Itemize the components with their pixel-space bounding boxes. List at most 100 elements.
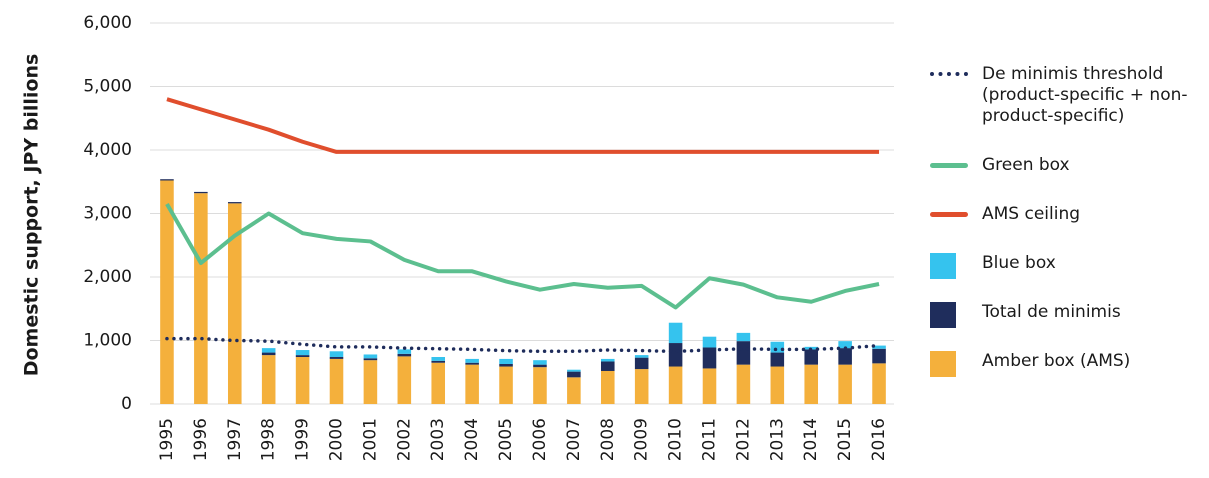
bar-segment [668, 322, 683, 344]
legend-label: Blue box [982, 253, 1056, 273]
bar-segment [431, 357, 446, 361]
x-tick-label: 2013 [767, 418, 787, 461]
bar-segment [499, 363, 513, 367]
bar-segment [499, 358, 513, 364]
y-tick-label: 6,000 [83, 13, 132, 33]
bar-segment [600, 361, 615, 371]
bar-segment [533, 360, 547, 365]
legend-item: De minimis threshold (product-specific +… [930, 64, 1205, 127]
bar-segment [194, 193, 208, 404]
bar-segment [567, 371, 581, 378]
legend-item: Green box [930, 155, 1205, 176]
x-tick-label: 2006 [530, 418, 550, 461]
bar-segment [465, 362, 479, 365]
y-tick-label: 5,000 [83, 77, 132, 97]
legend-item: Total de minimis [930, 302, 1205, 328]
bar-segment [295, 357, 310, 404]
x-tick-label: 2014 [801, 418, 821, 461]
legend-item: AMS ceiling [930, 204, 1205, 225]
bar-segment [804, 364, 819, 404]
bar-segment [261, 352, 276, 356]
legend-label: Total de minimis [982, 302, 1121, 322]
bar-segment [736, 364, 751, 404]
y-axis-title: Domestic support, JPY billions [21, 54, 43, 377]
bar-segment [397, 349, 412, 354]
legend-item: Blue box [930, 253, 1205, 279]
legend-marker [930, 302, 956, 328]
x-tick-label: 2001 [360, 418, 380, 461]
bar-segment [634, 357, 649, 370]
line-series [165, 336, 881, 354]
x-tick-label: 2012 [733, 418, 753, 461]
bar-segment [872, 348, 886, 364]
y-tick-label: 2,000 [83, 267, 132, 287]
bar-segment [261, 348, 276, 353]
bar-segment [736, 341, 751, 365]
bar-segment [431, 362, 446, 404]
bar-segment [363, 358, 378, 361]
x-tick-label: 2010 [666, 418, 686, 461]
bar-segment [567, 369, 581, 372]
x-tick-label: 2009 [632, 418, 652, 461]
y-tick-label: 3,000 [83, 204, 132, 224]
bar-segment [770, 366, 785, 404]
bar-segment [465, 364, 479, 404]
bar-segment [465, 358, 479, 363]
bar-segment [872, 345, 886, 349]
bar-segment [499, 366, 513, 404]
bar-segment [634, 369, 649, 404]
x-tick-label: 2003 [428, 418, 448, 461]
bar-segment [567, 377, 581, 404]
bar-segment [397, 353, 412, 357]
y-tick-label: 1,000 [83, 331, 132, 351]
bar-segment [295, 350, 310, 356]
x-tick-label: 2011 [700, 418, 720, 461]
bar-segment [160, 179, 174, 181]
bar-segment [329, 358, 344, 404]
legend-label: AMS ceiling [982, 204, 1081, 224]
x-tick-label: 1997 [225, 418, 245, 461]
bar-segment [668, 343, 683, 367]
x-tick-label: 1995 [157, 418, 177, 461]
bar-segment [194, 191, 208, 194]
bar-segment [227, 202, 242, 204]
bar-segment [702, 368, 717, 404]
legend-marker [930, 351, 956, 377]
y-tick-label: 0 [121, 394, 132, 414]
bar-segment [736, 332, 751, 342]
bar-segment [329, 351, 344, 358]
legend-label: Green box [982, 155, 1070, 175]
bar-segment [533, 367, 547, 404]
x-tick-label: 1998 [259, 418, 279, 461]
bar-segment [600, 370, 615, 404]
x-tick-label: 1996 [191, 418, 211, 461]
x-tick-label: 1999 [293, 418, 313, 461]
legend-label: De minimis threshold (product-specific +… [982, 64, 1188, 126]
bar-segment [600, 358, 615, 362]
bar-segment [634, 355, 649, 358]
bar-segment [329, 357, 344, 359]
x-tick-label: 2002 [394, 418, 414, 461]
bar-segment [227, 203, 242, 404]
x-tick-label: 2004 [462, 418, 482, 461]
x-tick-label: 2008 [598, 418, 618, 461]
bar-segment [363, 354, 378, 359]
legend-marker [930, 163, 968, 168]
bar-segment [295, 355, 310, 358]
bar-segment [533, 364, 547, 368]
line-series [166, 97, 880, 154]
bar-segment [838, 348, 852, 365]
legend: De minimis threshold (product-specific +… [930, 64, 1205, 400]
legend-marker [930, 253, 956, 279]
legend-label: Amber box (AMS) [982, 351, 1131, 371]
x-tick-label: 2007 [564, 418, 584, 461]
x-tick-label: 2005 [496, 418, 516, 461]
y-tick-label: 4,000 [83, 140, 132, 160]
bar-segment [160, 180, 174, 404]
bar-segment [363, 360, 378, 404]
bar-segment [702, 336, 717, 348]
legend-item: Amber box (AMS) [930, 351, 1205, 377]
bar-segment [397, 356, 412, 404]
